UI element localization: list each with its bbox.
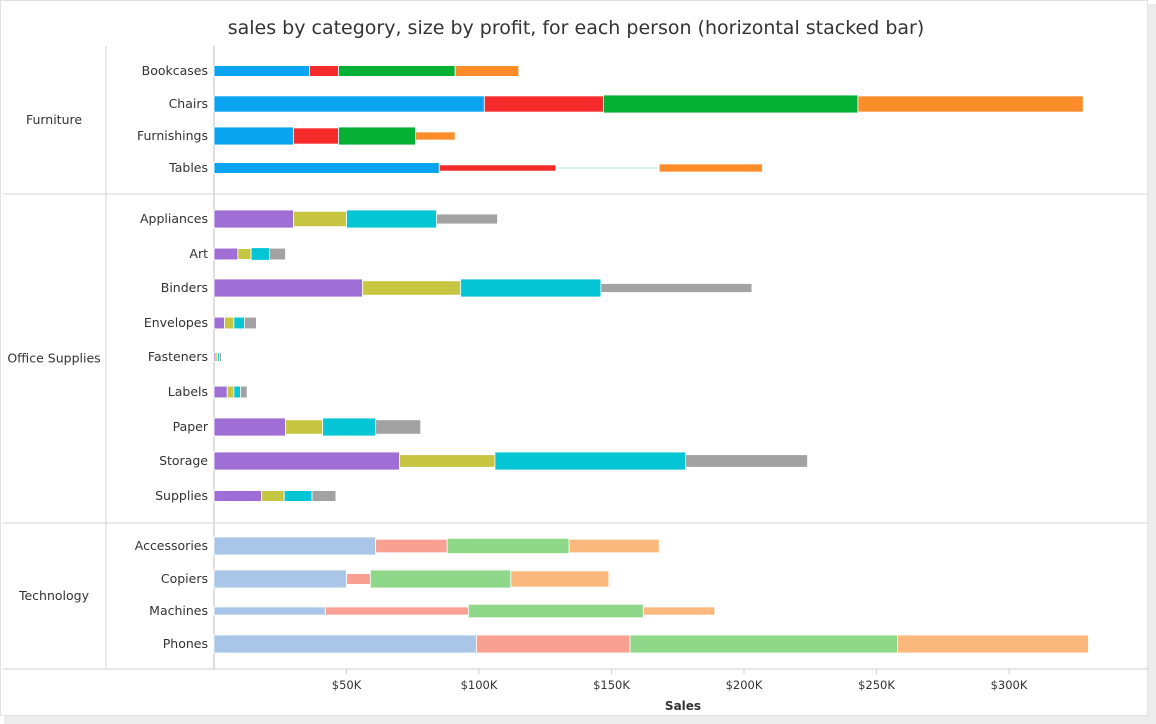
- bar-binders-1: [213, 278, 363, 298]
- bar-envelopes-3: [233, 316, 245, 330]
- x-axis-title: Sales: [665, 699, 701, 713]
- bar-paper-4: [375, 419, 422, 435]
- bar-labels-1: [213, 385, 228, 399]
- row-label-paper: Paper: [173, 419, 209, 434]
- bar-binders-4: [600, 283, 753, 293]
- x-axis: $50K $100K $150K $200K $250K $300K: [332, 669, 1028, 692]
- bar-chairs-3: [603, 94, 859, 114]
- bar-machines-3: [467, 603, 644, 619]
- bar-art-4: [269, 247, 286, 261]
- bar-storage-4: [685, 454, 809, 468]
- bar-copiers-4: [510, 570, 610, 588]
- row-label-supplies: Supplies: [155, 488, 208, 503]
- bar-phones-1: [213, 634, 477, 654]
- bar-art-1: [213, 247, 239, 261]
- bar-labels-4: [240, 385, 248, 399]
- row-label-storage: Storage: [159, 453, 208, 468]
- bar-art-3: [250, 247, 271, 261]
- bar-appliances-4: [436, 213, 498, 225]
- bar-furnishings-4: [414, 131, 456, 141]
- labels-layer: Furniture Bookcases Chairs Furnishings Table…: [7, 63, 209, 651]
- row-label-phones: Phones: [163, 636, 208, 651]
- bar-accessories-1: [213, 536, 377, 556]
- chart-title: sales by category, size by profit, for e…: [228, 17, 925, 39]
- bar-supplies-3: [283, 490, 313, 502]
- bar-phones-4: [897, 634, 1089, 654]
- row-label-tables: Tables: [168, 160, 208, 175]
- bar-supplies-4: [311, 490, 337, 502]
- row-label-bookcases: Bookcases: [142, 63, 208, 78]
- row-label-labels: Labels: [168, 384, 208, 399]
- bar-fasteners-4: [219, 352, 222, 362]
- bar-paper-1: [213, 417, 286, 437]
- bar-phones-2: [475, 634, 631, 654]
- row-label-appliances: Appliances: [140, 211, 208, 226]
- bar-envelopes-1: [213, 316, 225, 330]
- bar-copiers-1: [213, 569, 347, 589]
- bar-machines-2: [324, 606, 469, 616]
- x-tick-label: $300K: [991, 678, 1028, 692]
- bar-supplies-2: [261, 490, 285, 502]
- bar-machines-1: [213, 606, 326, 616]
- bar-storage-1: [213, 451, 400, 471]
- bar-accessories-3: [446, 537, 570, 555]
- bar-phones-3: [629, 634, 899, 654]
- bar-copiers-2: [346, 573, 371, 585]
- bar-bookcases-1: [213, 65, 310, 77]
- x-tick-label: $100K: [461, 678, 498, 692]
- x-tick-label: $200K: [726, 678, 763, 692]
- bar-furnishings-1: [213, 126, 294, 146]
- x-tick-label: $150K: [593, 678, 630, 692]
- row-label-chairs: Chairs: [169, 96, 208, 111]
- bar-labels-2: [226, 385, 235, 399]
- bar-art-2: [237, 248, 252, 260]
- bar-accessories-4: [568, 538, 660, 554]
- bar-bookcases-3: [338, 65, 456, 77]
- bar-storage-2: [399, 454, 496, 468]
- bar-envelopes-2: [224, 316, 235, 330]
- bar-appliances-2: [293, 210, 347, 228]
- row-label-copiers: Copiers: [161, 571, 208, 586]
- row-label-accessories: Accessories: [135, 538, 208, 553]
- bar-paper-2: [285, 419, 324, 435]
- row-label-binders: Binders: [161, 280, 208, 295]
- bar-chairs-2: [483, 95, 604, 113]
- bar-paper-3: [322, 417, 377, 437]
- bar-supplies-1: [213, 490, 263, 502]
- x-tick-label: $250K: [858, 678, 895, 692]
- bar-envelopes-4: [244, 316, 257, 330]
- row-label-envelopes: Envelopes: [144, 315, 208, 330]
- bar-furnishings-3: [338, 126, 416, 146]
- bar-chairs-4: [857, 95, 1084, 113]
- row-label-furnishings: Furnishings: [137, 128, 208, 143]
- bar-tables-3: [555, 167, 660, 169]
- row-label-machines: Machines: [149, 603, 208, 618]
- bar-appliances-1: [213, 209, 294, 229]
- bar-storage-3: [494, 451, 687, 471]
- group-label-office-supplies: Office Supplies: [7, 351, 100, 366]
- bar-chairs-1: [213, 95, 485, 113]
- group-label-technology: Technology: [18, 588, 90, 603]
- bar-copiers-3: [369, 569, 512, 589]
- bar-tables-1: [213, 162, 440, 174]
- row-label-fasteners: Fasteners: [148, 349, 208, 364]
- bar-bookcases-4: [454, 65, 520, 77]
- group-label-furniture: Furniture: [26, 112, 82, 127]
- bars-layer: [213, 65, 1089, 654]
- bar-furnishings-2: [293, 127, 339, 145]
- row-label-art: Art: [189, 246, 208, 261]
- bar-bookcases-2: [308, 65, 339, 77]
- bar-binders-3: [460, 278, 602, 298]
- bar-accessories-2: [375, 538, 448, 554]
- bar-tables-2: [438, 164, 557, 172]
- bar-binders-2: [361, 280, 461, 296]
- bar-appliances-3: [346, 209, 437, 229]
- bar-machines-4: [642, 606, 716, 616]
- bar-labels-3: [233, 385, 241, 399]
- x-tick-label: $50K: [332, 678, 362, 692]
- bar-tables-4: [658, 163, 763, 173]
